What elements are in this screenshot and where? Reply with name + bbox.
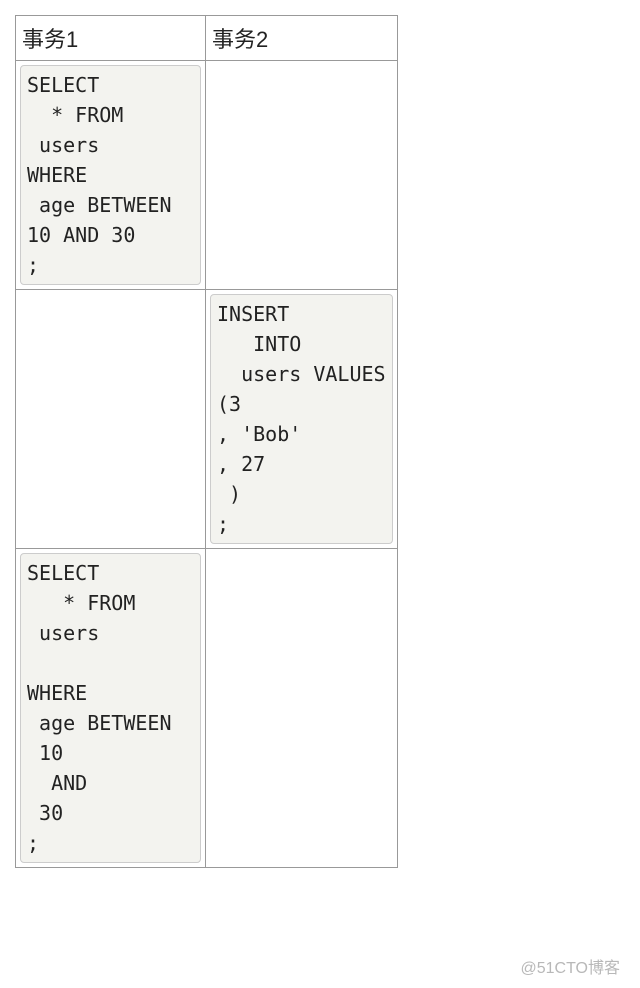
cell-tx1-step2 — [16, 290, 206, 549]
sql-code-block: SELECT * FROM users WHERE age BETWEEN 10… — [20, 553, 201, 863]
cell-tx2-step3 — [206, 549, 398, 868]
column-header-1: 事务1 — [16, 16, 206, 61]
table-row: SELECT * FROM users WHERE age BETWEEN 10… — [16, 549, 398, 868]
watermark-text: @51CTO博客 — [520, 954, 620, 978]
table-row: SELECT * FROM users WHERE age BETWEEN 10… — [16, 61, 398, 290]
cell-tx2-step1 — [206, 61, 398, 290]
column-header-2: 事务2 — [206, 16, 398, 61]
table-row: INSERT INTO users VALUES (3 , 'Bob' , 27… — [16, 290, 398, 549]
cell-tx1-step3: SELECT * FROM users WHERE age BETWEEN 10… — [16, 549, 206, 868]
transaction-table: 事务1 事务2 SELECT * FROM users WHERE age BE… — [15, 15, 398, 868]
table-header-row: 事务1 事务2 — [16, 16, 398, 61]
sql-code-block: SELECT * FROM users WHERE age BETWEEN 10… — [20, 65, 201, 285]
cell-tx1-step1: SELECT * FROM users WHERE age BETWEEN 10… — [16, 61, 206, 290]
sql-code-block: INSERT INTO users VALUES (3 , 'Bob' , 27… — [210, 294, 393, 544]
cell-tx2-step2: INSERT INTO users VALUES (3 , 'Bob' , 27… — [206, 290, 398, 549]
